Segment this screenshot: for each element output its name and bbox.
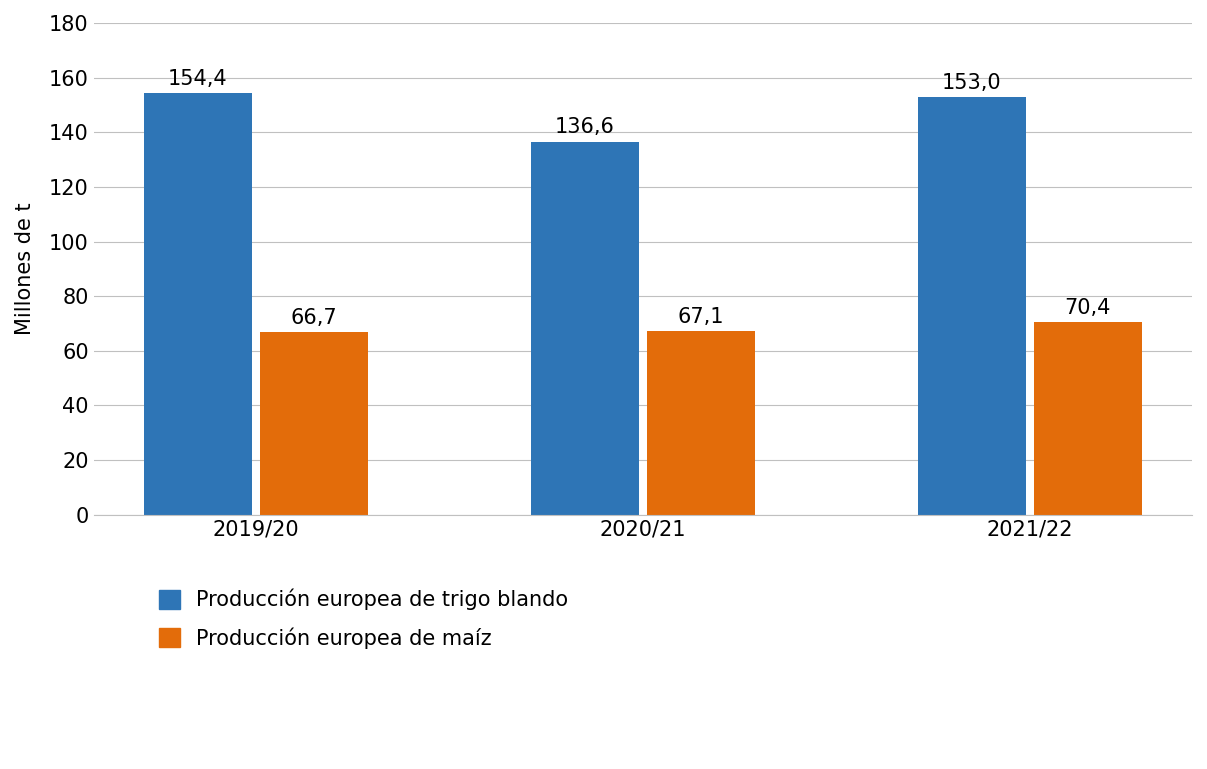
Text: 67,1: 67,1 (677, 308, 724, 328)
Text: 66,7: 66,7 (291, 308, 337, 328)
Y-axis label: Millones de t: Millones de t (14, 202, 35, 335)
Bar (260, 332, 368, 514)
Text: 136,6: 136,6 (555, 118, 614, 138)
Bar (144, 93, 252, 514)
Text: 154,4: 154,4 (168, 69, 228, 89)
Bar (1033, 322, 1142, 514)
Text: 153,0: 153,0 (941, 72, 1002, 92)
Bar (647, 331, 756, 514)
Text: 70,4: 70,4 (1065, 298, 1112, 318)
Bar (531, 141, 639, 514)
Legend: Producción europea de trigo blando, Producción europea de maíz: Producción europea de trigo blando, Prod… (159, 589, 568, 649)
Bar (917, 97, 1026, 514)
